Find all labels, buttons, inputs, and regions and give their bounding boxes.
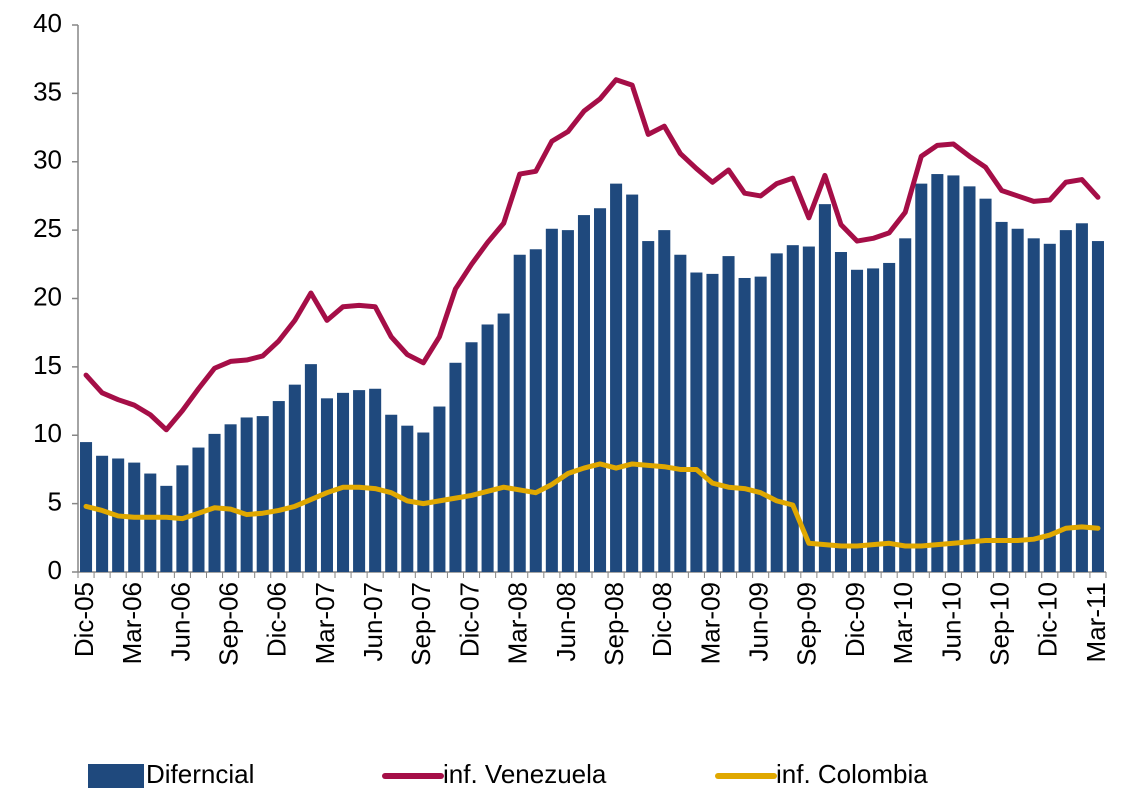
x-tick-label: Mar-09: [695, 582, 725, 664]
bar: [449, 362, 462, 572]
bar: [690, 272, 703, 572]
bar: [899, 238, 912, 572]
bar: [320, 398, 333, 572]
bar: [674, 254, 687, 573]
x-tick-label: Sep-09: [792, 582, 822, 666]
bar: [577, 215, 590, 572]
bar: [915, 183, 928, 572]
bar: [851, 269, 864, 572]
y-tick-label: 5: [48, 487, 62, 517]
bar: [834, 252, 847, 572]
x-tick-label: Sep-07: [406, 582, 436, 666]
bar: [272, 401, 285, 572]
bar: [979, 198, 992, 573]
bar: [465, 342, 478, 572]
bar: [818, 204, 831, 572]
bar: [513, 254, 526, 573]
bar: [337, 392, 350, 572]
bar: [160, 485, 173, 572]
x-tick-label: Sep-10: [984, 582, 1014, 666]
bar: [642, 241, 655, 572]
x-tick-label: Mar-07: [310, 582, 340, 664]
bar: [481, 324, 494, 572]
bar: [208, 433, 221, 572]
x-tick-label: Dic-09: [840, 582, 870, 657]
x-tick-label: Sep-06: [213, 582, 243, 666]
bar: [1027, 238, 1040, 572]
bar: [738, 277, 751, 572]
bar: [754, 276, 767, 572]
line: [83, 461, 1101, 549]
x-tick-label: Mar-08: [503, 582, 533, 664]
x-tick-label: Mar-10: [888, 582, 918, 664]
bar: [658, 230, 671, 572]
legend-swatch: [88, 764, 144, 788]
bar: [144, 473, 157, 572]
bar: [995, 221, 1008, 573]
y-tick-label: 35: [33, 76, 62, 106]
bar: [1091, 241, 1104, 572]
bar: [433, 406, 446, 572]
bar: [192, 447, 205, 572]
x-tick-label: Dic-10: [1033, 582, 1063, 657]
bar: [497, 313, 510, 572]
bar: [770, 253, 783, 572]
y-tick-label: 0: [48, 555, 62, 585]
bar: [561, 230, 574, 572]
legend-label: inf. Venezuela: [443, 759, 607, 789]
x-tick-label: Dic-05: [69, 582, 99, 657]
bar: [706, 273, 719, 572]
legend-label: Diferncial: [146, 759, 254, 789]
x-tick-label: Jun-08: [551, 582, 581, 662]
legend-label: inf. Colombia: [776, 759, 928, 789]
bar: [802, 246, 815, 572]
line: [83, 77, 1101, 433]
x-tick-label: Jun-06: [165, 582, 195, 662]
bar: [1059, 230, 1072, 572]
x-tick-label: Dic-06: [262, 582, 292, 657]
y-tick-label: 20: [33, 281, 62, 311]
x-tick-label: Mar-11: [1081, 582, 1111, 662]
y-tick-label: 15: [33, 350, 62, 380]
bar: [931, 174, 944, 572]
bar: [786, 245, 799, 573]
bar: [867, 268, 880, 572]
x-tick-label: Dic-07: [454, 582, 484, 657]
bar: [256, 416, 269, 572]
bar: [304, 364, 317, 572]
y-tick-label: 40: [33, 8, 62, 38]
x-tick-label: Jun-09: [744, 582, 774, 662]
bar: [610, 183, 623, 572]
bar: [288, 384, 301, 572]
bar: [96, 455, 109, 572]
bar: [353, 390, 366, 572]
x-tick-label: Jun-10: [936, 582, 966, 662]
bar: [545, 228, 558, 572]
x-tick-label: Mar-06: [117, 582, 147, 664]
bar: [883, 262, 896, 572]
bar: [594, 208, 607, 572]
bar: [1043, 243, 1056, 573]
x-tick-label: Jun-07: [358, 582, 388, 662]
y-tick-label: 25: [33, 213, 62, 243]
bar: [369, 388, 382, 572]
bar: [240, 417, 253, 572]
bar: [1075, 223, 1088, 572]
x-tick-label: Sep-08: [599, 582, 629, 666]
y-tick-label: 30: [33, 145, 62, 175]
x-tick-label: Dic-08: [647, 582, 677, 657]
bar: [1011, 228, 1024, 572]
bar: [626, 194, 639, 572]
y-tick-label: 10: [33, 418, 62, 448]
bar: [529, 249, 542, 572]
bar: [224, 424, 237, 572]
bar: [947, 175, 960, 573]
bar: [722, 256, 735, 572]
bar: [963, 186, 976, 573]
